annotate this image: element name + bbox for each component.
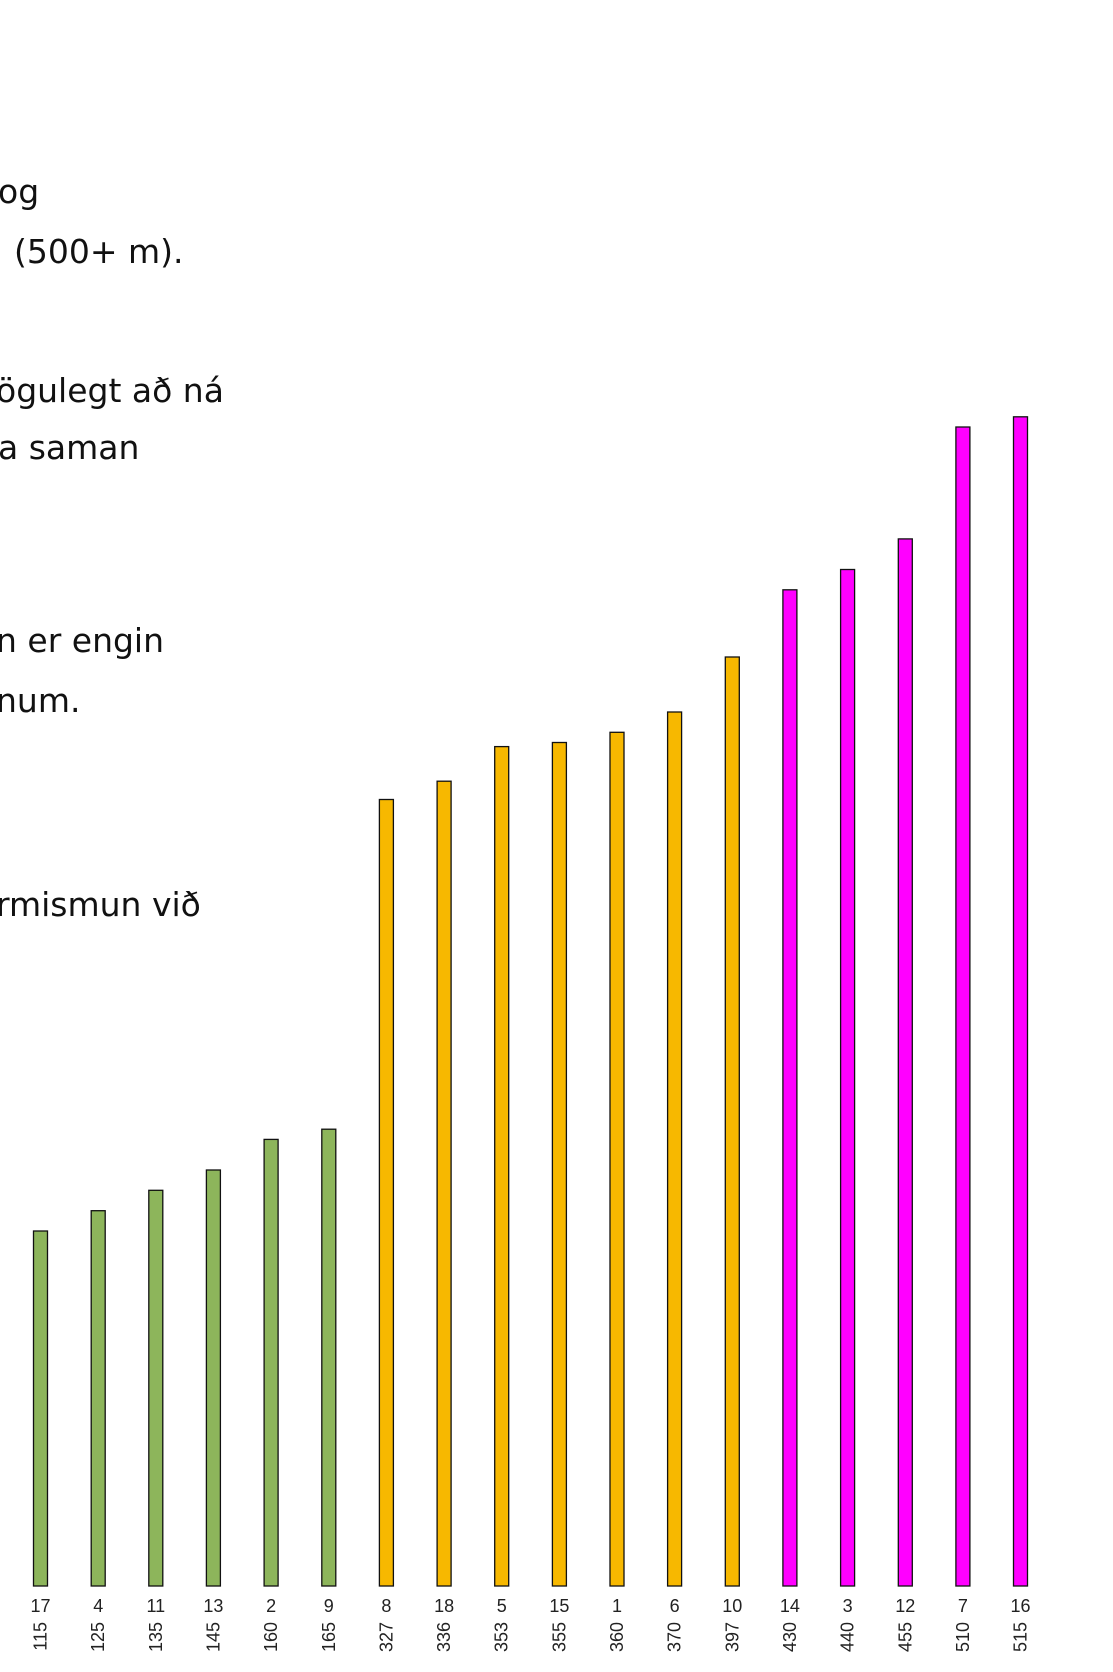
x-tick-label: 9: [324, 1596, 334, 1616]
bar-18: [436, 780, 452, 1587]
bar-3: [839, 568, 856, 1587]
x-tick-label: 14: [780, 1596, 800, 1616]
x-tick-label: 8: [381, 1596, 391, 1616]
bar-17: [32, 1230, 49, 1587]
x-tick-label: 6: [670, 1596, 680, 1616]
bar-6: [666, 711, 683, 1587]
bar-value-label: 430: [780, 1622, 800, 1652]
x-tick-label: 17: [30, 1596, 50, 1616]
x-tick-label: 1: [612, 1596, 622, 1616]
x-tick-label: 2: [266, 1596, 276, 1616]
x-tick-label: 18: [434, 1596, 454, 1616]
bar-13: [205, 1169, 222, 1587]
bar-14: [782, 589, 798, 1587]
x-tick-label: 11: [146, 1596, 165, 1616]
bar-value-label: 327: [376, 1622, 396, 1652]
bar-16: [1012, 416, 1029, 1587]
x-tick-label: 5: [497, 1596, 507, 1616]
bar-4: [90, 1210, 106, 1587]
bar-value-label: 455: [895, 1622, 915, 1652]
x-tick-label: 16: [1010, 1596, 1030, 1616]
bar-value-label: 353: [492, 1622, 512, 1652]
bar-9: [321, 1128, 337, 1587]
bar-10: [724, 656, 740, 1587]
bar-value-label: 360: [607, 1622, 627, 1652]
bar-1: [609, 731, 625, 1587]
x-tick-label: 12: [895, 1596, 915, 1616]
bar-11: [148, 1189, 164, 1587]
bar-value-label: 370: [665, 1622, 685, 1652]
bar-value-label: 355: [549, 1622, 569, 1652]
bar-15: [551, 741, 568, 1587]
bar-5: [494, 745, 510, 1587]
x-tick-label: 7: [958, 1596, 968, 1616]
x-tick-label: 13: [203, 1596, 223, 1616]
x-tick-label: 3: [843, 1596, 853, 1616]
bar-2: [263, 1138, 279, 1587]
x-tick-label: 15: [549, 1596, 569, 1616]
bar-value-label: 145: [203, 1622, 223, 1652]
bar-8: [378, 798, 395, 1587]
bar-value-label: 510: [953, 1622, 973, 1652]
x-tick-label: 10: [722, 1596, 742, 1616]
bar-value-label: 125: [88, 1622, 108, 1652]
bar-value-label: 515: [1011, 1622, 1031, 1652]
bar-value-label: 397: [722, 1622, 742, 1652]
bar-12: [897, 538, 913, 1587]
bar-value-label: 135: [146, 1622, 166, 1652]
bar-value-label: 115: [31, 1622, 51, 1651]
bar-7: [955, 426, 971, 1587]
bar-value-label: 336: [434, 1622, 454, 1652]
x-tick-label: 4: [93, 1596, 103, 1616]
bar-value-label: 440: [838, 1622, 858, 1652]
bar-value-label: 160: [261, 1622, 281, 1652]
bar-value-label: 165: [319, 1622, 339, 1652]
